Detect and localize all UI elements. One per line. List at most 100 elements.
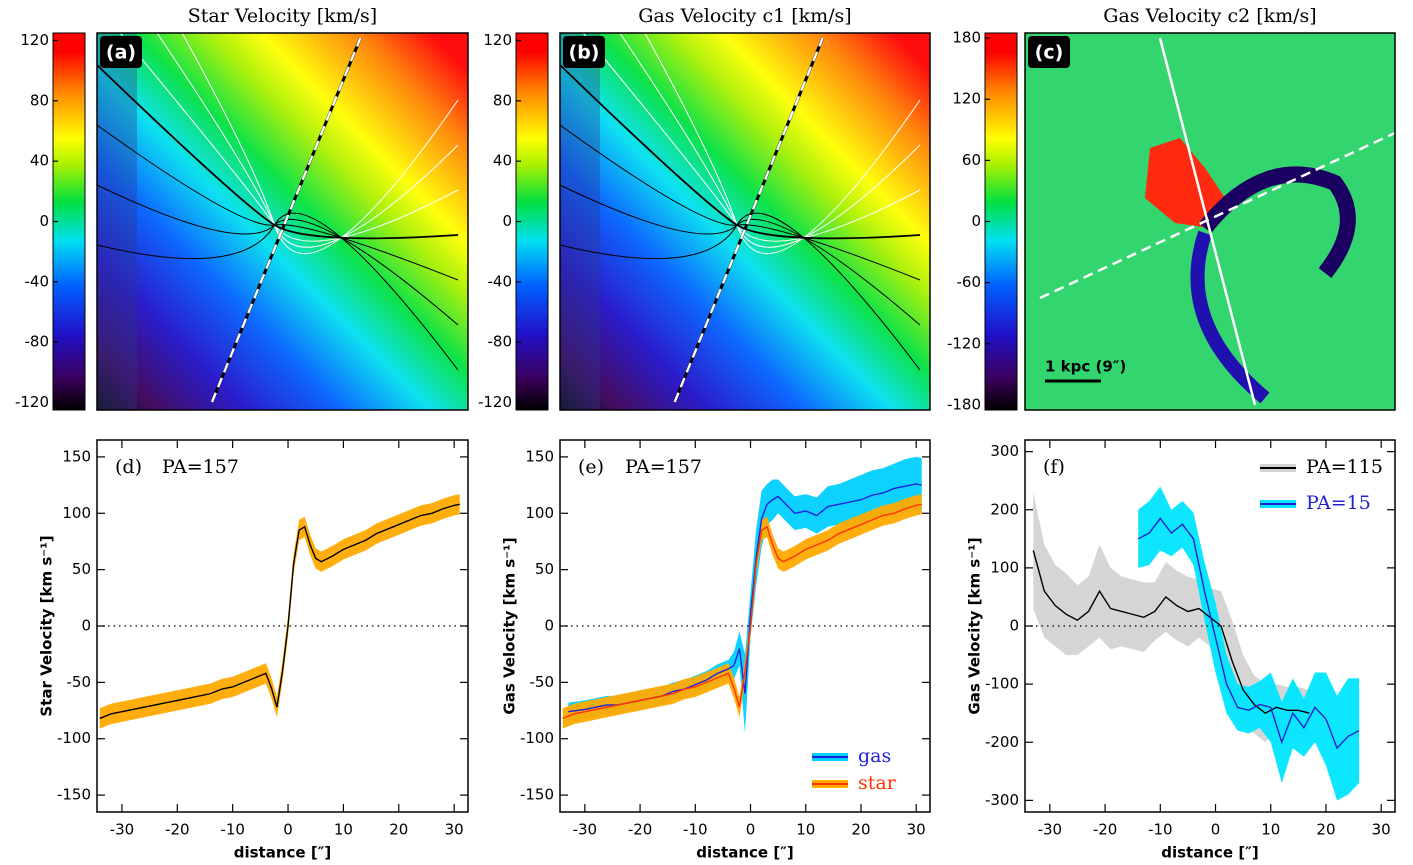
y-tick-label: -150 bbox=[520, 786, 554, 804]
x-tick-label: -20 bbox=[628, 821, 653, 839]
y-tick-label: -300 bbox=[985, 791, 1019, 809]
map-arc bbox=[1198, 166, 1356, 278]
y-tick-label: 50 bbox=[535, 560, 554, 578]
y-tick-label: 100 bbox=[990, 558, 1019, 576]
legend-label: gas bbox=[858, 745, 891, 767]
plot-area bbox=[1032, 486, 1360, 801]
y-tick-label: 100 bbox=[525, 504, 554, 522]
velocity-line bbox=[99, 503, 460, 720]
colorbar-tick-label: 120 bbox=[483, 31, 512, 49]
plot-area bbox=[562, 456, 922, 734]
velocity-map bbox=[97, 33, 468, 410]
colorbar bbox=[515, 32, 549, 411]
colorbar-tick-label: -60 bbox=[957, 273, 982, 291]
y-axis-label: Star Velocity [km s⁻¹] bbox=[38, 535, 56, 716]
x-tick-label: 30 bbox=[907, 821, 926, 839]
error-band bbox=[99, 494, 460, 729]
kinematic-axis-dash bbox=[210, 37, 362, 403]
error-band bbox=[1138, 486, 1360, 801]
panel-label: (f) bbox=[1043, 456, 1065, 478]
colorbar-tick-label: -40 bbox=[488, 272, 513, 290]
x-tick-label: 20 bbox=[389, 821, 408, 839]
colorbar-tick-label: -80 bbox=[488, 333, 513, 351]
panel-annotation: PA=157 bbox=[162, 456, 239, 478]
x-tick-label: 10 bbox=[334, 821, 353, 839]
map-frame bbox=[1024, 32, 1396, 411]
colorbar-tick-label: 0 bbox=[971, 212, 981, 230]
colorbar-tick-label: 80 bbox=[30, 91, 49, 109]
panel-label: (d) bbox=[115, 456, 142, 478]
x-tick-label: 0 bbox=[746, 821, 756, 839]
x-tick-label: -10 bbox=[683, 821, 708, 839]
map-bg-corner bbox=[97, 33, 137, 410]
y-tick-label: 100 bbox=[62, 504, 91, 522]
map-title: Gas Velocity c2 [km/s] bbox=[1103, 5, 1316, 27]
y-tick-label: -50 bbox=[67, 673, 92, 691]
legend-label: PA=115 bbox=[1306, 456, 1383, 478]
x-axis-label: distance [″] bbox=[1161, 844, 1258, 862]
kinematic-axis-dash bbox=[673, 37, 824, 403]
x-tick-label: 30 bbox=[1372, 821, 1391, 839]
y-tick-label: 150 bbox=[62, 447, 91, 465]
y-tick-label: -100 bbox=[520, 729, 554, 747]
colorbar-tick-label: -80 bbox=[25, 333, 50, 351]
y-tick-label: 150 bbox=[525, 447, 554, 465]
panel-label: (a) bbox=[106, 42, 136, 64]
x-tick-label: 10 bbox=[796, 821, 815, 839]
kinematic-axis-dash bbox=[1039, 131, 1396, 300]
scale-bar-label: 1 kpc (9″) bbox=[1045, 358, 1126, 376]
y-tick-label: 0 bbox=[81, 617, 91, 635]
isovelocity-contour bbox=[96, 212, 459, 371]
colorbar-tick-label: -40 bbox=[25, 272, 50, 290]
y-tick-label: 0 bbox=[544, 617, 554, 635]
y-tick-label: 50 bbox=[72, 560, 91, 578]
y-axis-label: Gas Velocity [km s⁻¹] bbox=[966, 537, 984, 714]
panel-label: (b) bbox=[569, 42, 600, 64]
velocity-line bbox=[1137, 517, 1360, 750]
y-tick-label: -100 bbox=[985, 675, 1019, 693]
panel-label: (c) bbox=[1035, 42, 1064, 64]
isovelocity-contour bbox=[559, 212, 921, 371]
x-tick-label: -10 bbox=[1148, 821, 1173, 839]
colorbar-tick-label: 0 bbox=[39, 212, 49, 230]
colorbar-tick-label: 40 bbox=[30, 152, 49, 170]
x-tick-label: -30 bbox=[573, 821, 598, 839]
y-tick-label: -150 bbox=[57, 786, 91, 804]
colorbar-tick-label: 40 bbox=[493, 152, 512, 170]
velocity-line bbox=[562, 503, 922, 720]
panel-annotation: PA=157 bbox=[625, 456, 702, 478]
x-tick-label: -20 bbox=[165, 821, 190, 839]
y-axis-label: Gas Velocity [km s⁻¹] bbox=[501, 537, 519, 714]
map-title: Star Velocity [km/s] bbox=[188, 5, 377, 27]
error-band bbox=[1033, 492, 1310, 743]
map-frame bbox=[559, 32, 931, 411]
velocity-line bbox=[1032, 550, 1310, 715]
x-tick-label: -20 bbox=[1093, 821, 1118, 839]
colorbar-tick-label: 0 bbox=[502, 212, 512, 230]
x-tick-label: 10 bbox=[1261, 821, 1280, 839]
y-tick-label: 0 bbox=[1009, 617, 1019, 635]
y-tick-label: 300 bbox=[990, 442, 1019, 460]
y-tick-label: -50 bbox=[530, 673, 555, 691]
map-title: Gas Velocity c1 [km/s] bbox=[638, 5, 851, 27]
map-arc bbox=[1190, 230, 1270, 404]
x-tick-label: -30 bbox=[1038, 821, 1063, 839]
x-tick-label: 30 bbox=[445, 821, 464, 839]
legend-label: star bbox=[858, 772, 897, 794]
y-tick-label: 200 bbox=[990, 500, 1019, 518]
panel-label-box bbox=[563, 36, 605, 68]
velocity-map bbox=[560, 33, 930, 410]
x-axis-label: distance [″] bbox=[696, 844, 793, 862]
x-tick-label: -10 bbox=[220, 821, 245, 839]
map-frame bbox=[96, 32, 469, 411]
error-band bbox=[562, 494, 922, 729]
colorbar-tick-label: -120 bbox=[478, 393, 512, 411]
panel-label-box bbox=[1028, 36, 1070, 68]
colorbar-tick-label: -180 bbox=[947, 395, 981, 413]
x-tick-label: -30 bbox=[110, 821, 135, 839]
panel-label-box bbox=[100, 36, 142, 68]
x-tick-label: 20 bbox=[1316, 821, 1335, 839]
colorbar-tick-label: -120 bbox=[947, 334, 981, 352]
colorbar bbox=[984, 32, 1018, 411]
